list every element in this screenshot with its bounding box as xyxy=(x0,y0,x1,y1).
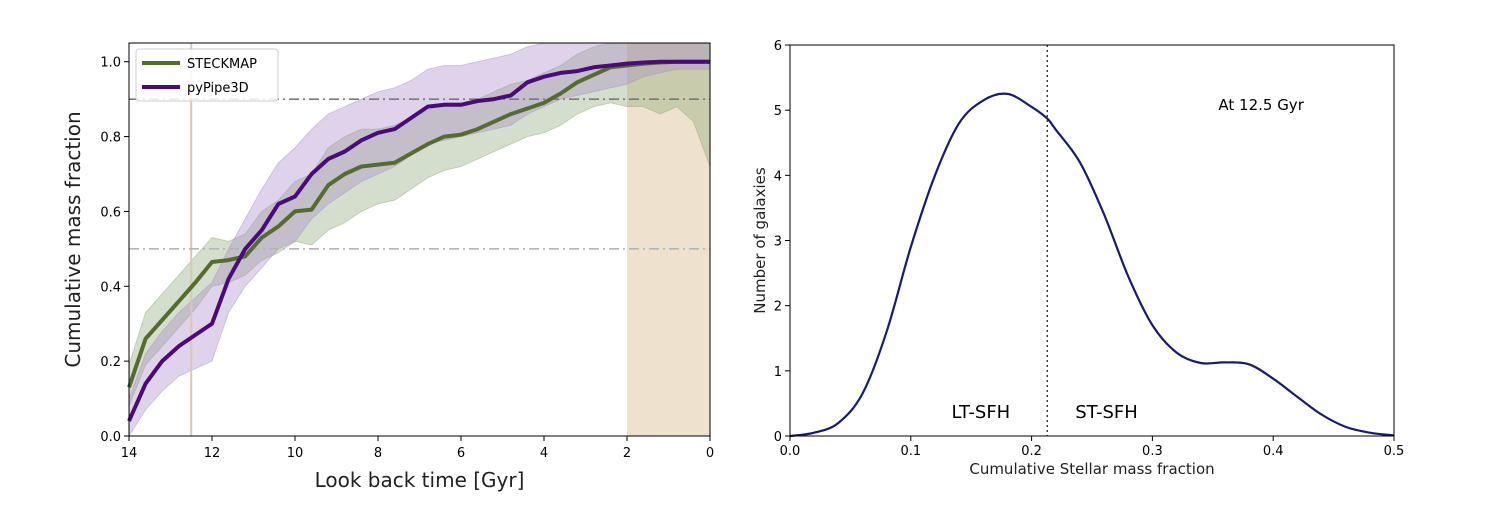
left-x-tick-label: 10 xyxy=(287,446,304,461)
right-series-lines xyxy=(789,92,1395,438)
line-pypipe3d xyxy=(127,59,710,422)
left-x-axis-label: Look back time [Gyr] xyxy=(315,468,525,492)
right-x-tick-label: 0.3 xyxy=(1142,444,1163,459)
left-x-tick-label: 14 xyxy=(121,446,138,461)
right-chart: 0.0 0.1 0.2 0.3 0.4 0.5 0 1 2 3 4 5 6 Cumulative Ste… xyxy=(751,39,1404,478)
left-series-lines xyxy=(127,59,710,422)
left-x-tick-label: 4 xyxy=(540,446,548,461)
left-y-tick-label: 0.8 xyxy=(100,131,121,146)
left-y-axis-label: Cumulative mass fraction xyxy=(61,111,85,367)
left-x-tick-label: 6 xyxy=(457,446,465,461)
right-y-tick-label: 5 xyxy=(774,104,782,119)
right-y-tick-label: 6 xyxy=(774,39,782,54)
right-x-tick-label: 0.4 xyxy=(1263,444,1284,459)
right-x-tick-label: 0.2 xyxy=(1021,444,1042,459)
left-uncertainty-bands xyxy=(128,42,711,438)
recent-time-shaded-region xyxy=(627,43,710,436)
left-x-tick-label: 8 xyxy=(374,446,382,461)
legend-label-steckmap: STECKMAP xyxy=(187,57,257,72)
left-y-tick-label: 1.0 xyxy=(100,56,121,71)
right-y-tick-label: 1 xyxy=(774,365,782,380)
left-x-tick-label: 12 xyxy=(204,446,221,461)
right-x-tick-label: 0.0 xyxy=(780,444,801,459)
legend-label-pypipe3d: pyPipe3D xyxy=(187,81,249,96)
right-x-tick-label: 0.1 xyxy=(900,444,921,459)
annotation-time: At 12.5 Gyr xyxy=(1218,96,1304,114)
right-y-tick-label: 4 xyxy=(774,169,782,184)
right-y-tick-label: 0 xyxy=(774,430,782,445)
left-reference-lines xyxy=(129,43,710,436)
left-y-tick-label: 0.2 xyxy=(100,355,121,370)
left-plot-frame xyxy=(128,42,711,437)
left-x-tick-label: 0 xyxy=(706,446,714,461)
left-y-tick-label: 0.6 xyxy=(100,205,121,220)
left-y-tick-label: 0.0 xyxy=(100,430,121,445)
right-y-tick-label: 2 xyxy=(774,300,782,315)
right-y-tick-label: 3 xyxy=(774,235,782,250)
shaded-region-rect xyxy=(627,43,710,436)
left-axis-ticks: 14 12 10 8 6 4 2 0 0.0 0.2 0.4 0.6 0.8 1.0 xyxy=(100,56,714,461)
right-x-axis-label: Cumulative Stellar mass fraction xyxy=(969,460,1214,478)
kde-curve xyxy=(789,92,1395,438)
left-y-tick-label: 0.4 xyxy=(100,280,121,295)
annotation-st-sfh: ST-SFH xyxy=(1075,402,1138,423)
annotation-lt-sfh: LT-SFH xyxy=(952,402,1011,423)
right-axis-ticks: 0.0 0.1 0.2 0.3 0.4 0.5 0 1 2 3 4 5 6 xyxy=(774,39,1405,459)
legend: STECKMAP pyPipe3D xyxy=(135,48,279,102)
right-y-axis-label: Number of galaxies xyxy=(751,167,769,314)
right-x-tick-label: 0.5 xyxy=(1384,444,1405,459)
left-chart: 14 12 10 8 6 4 2 0 0.0 0.2 0.4 0.6 0.8 1.0 Look back … xyxy=(61,42,714,492)
left-x-tick-label: 2 xyxy=(623,446,631,461)
